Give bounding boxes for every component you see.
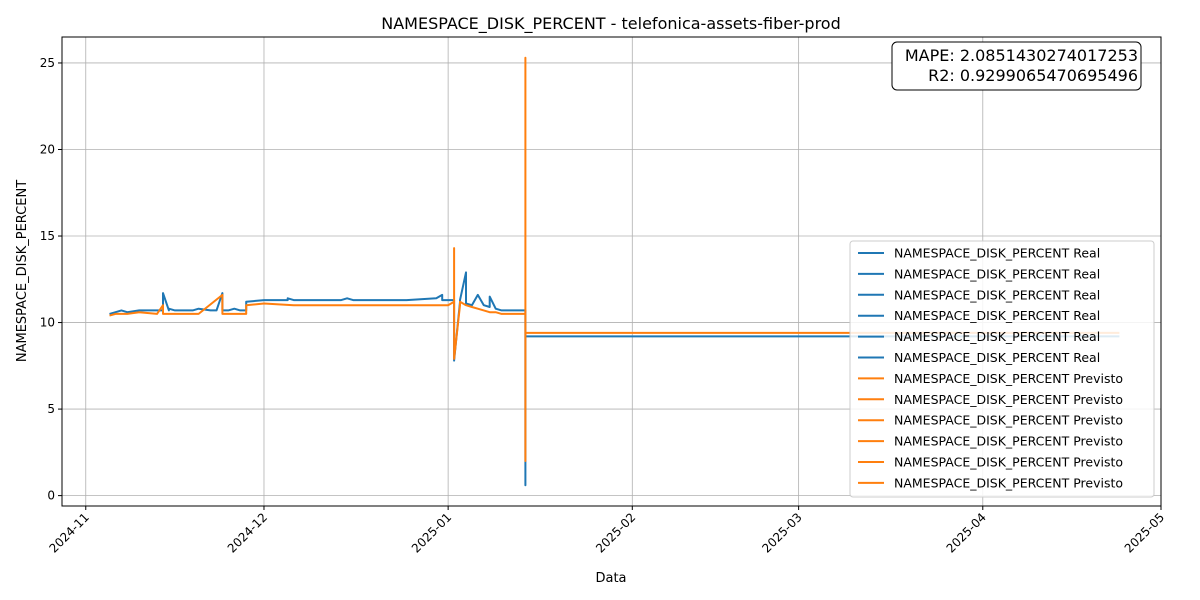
chart-title: NAMESPACE_DISK_PERCENT - telefonica-asse… bbox=[381, 14, 841, 34]
legend-label: NAMESPACE_DISK_PERCENT Previsto bbox=[894, 434, 1123, 449]
metrics-annotation: MAPE: 2.0851430274017253 R2: 0.929906547… bbox=[891, 41, 1142, 91]
series-line-real bbox=[109, 271, 1120, 487]
y-tick-label: 0 bbox=[47, 489, 55, 503]
legend-label: NAMESPACE_DISK_PERCENT Previsto bbox=[894, 413, 1123, 428]
legend-box bbox=[849, 240, 1155, 498]
plot-frame bbox=[61, 36, 1162, 507]
legend-label: NAMESPACE_DISK_PERCENT Previsto bbox=[894, 392, 1123, 407]
y-axis: 0 5 10 15 20 25 bbox=[40, 56, 62, 503]
y-tick-label: 5 bbox=[47, 402, 55, 416]
legend-label: NAMESPACE_DISK_PERCENT Real bbox=[894, 287, 1100, 302]
r2-label: R2: 0.9299065470695496 bbox=[928, 66, 1138, 85]
legend-label: NAMESPACE_DISK_PERCENT Real bbox=[894, 246, 1100, 261]
metrics-box bbox=[891, 41, 1142, 91]
legend-label: NAMESPACE_DISK_PERCENT Real bbox=[894, 350, 1100, 365]
y-tick-label: 20 bbox=[40, 142, 55, 156]
y-tick-label: 25 bbox=[40, 56, 55, 70]
legend-label: NAMESPACE_DISK_PERCENT Previsto bbox=[894, 455, 1123, 470]
y-tick-label: 10 bbox=[40, 316, 55, 330]
series-layer bbox=[109, 56, 1120, 487]
y-axis-label: NAMESPACE_DISK_PERCENT bbox=[15, 180, 30, 362]
legend: NAMESPACE_DISK_PERCENT Real NAMESPACE_DIS… bbox=[849, 240, 1155, 498]
legend-label: NAMESPACE_DISK_PERCENT Previsto bbox=[894, 475, 1123, 490]
legend-label: NAMESPACE_DISK_PERCENT Real bbox=[894, 308, 1100, 323]
legend-label: NAMESPACE_DISK_PERCENT Previsto bbox=[894, 371, 1123, 386]
legend-label: NAMESPACE_DISK_PERCENT Real bbox=[894, 329, 1100, 344]
legend-label: NAMESPACE_DISK_PERCENT Real bbox=[894, 266, 1100, 281]
y-tick-label: 15 bbox=[40, 229, 55, 243]
mape-label: MAPE: 2.0851430274017253 bbox=[905, 46, 1138, 65]
series-line-previsto bbox=[109, 56, 1120, 462]
x-axis-label: Data bbox=[595, 571, 626, 586]
